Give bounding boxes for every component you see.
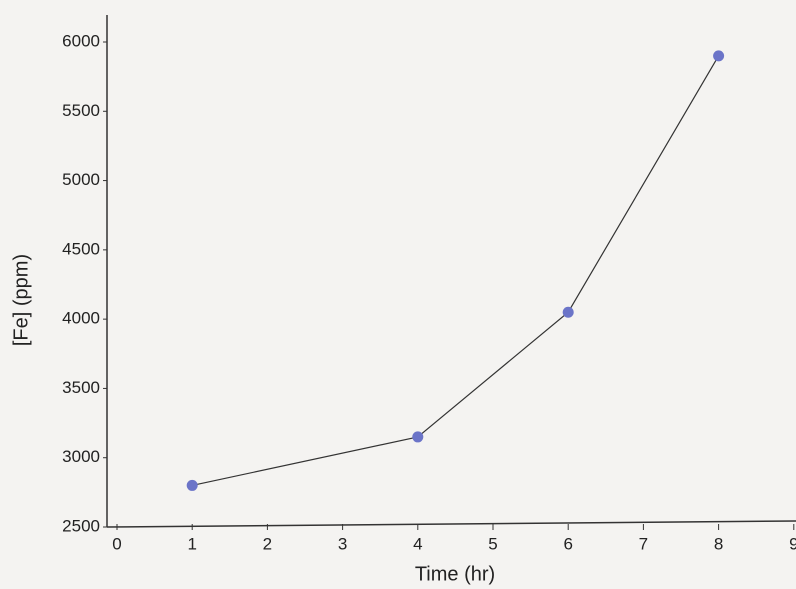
x-tick-label: 6	[563, 534, 572, 553]
data-point	[713, 50, 724, 61]
x-tick-label: 8	[714, 534, 723, 553]
x-tick-label: 2	[263, 534, 272, 553]
x-tick-label: 1	[187, 534, 196, 553]
x-tick-label: 4	[413, 534, 422, 553]
x-axis	[107, 521, 796, 527]
y-axis-title: [Fe] (ppm)	[10, 254, 32, 346]
y-tick-label: 3000	[62, 447, 100, 466]
chart: Time (hr) [Fe] (ppm) 2500300035004000450…	[0, 0, 796, 589]
y-tick-label: 4500	[62, 239, 100, 258]
series-line	[192, 56, 718, 486]
y-tick-label: 4000	[62, 309, 100, 328]
x-tick-label: 5	[488, 534, 497, 553]
data-point	[563, 307, 574, 318]
x-tick-label: 9	[789, 534, 796, 553]
x-tick-label: 0	[112, 534, 121, 553]
y-tick-label: 5500	[62, 101, 100, 120]
y-tick-label: 5000	[62, 170, 100, 189]
y-tick-label: 6000	[62, 31, 100, 50]
x-tick-label: 3	[338, 534, 347, 553]
data-point	[187, 480, 198, 491]
x-axis-title: Time (hr)	[415, 563, 495, 585]
data-point	[412, 431, 423, 442]
y-tick-label: 2500	[62, 516, 100, 535]
y-tick-label: 3500	[62, 378, 100, 397]
x-tick-label: 7	[639, 534, 648, 553]
